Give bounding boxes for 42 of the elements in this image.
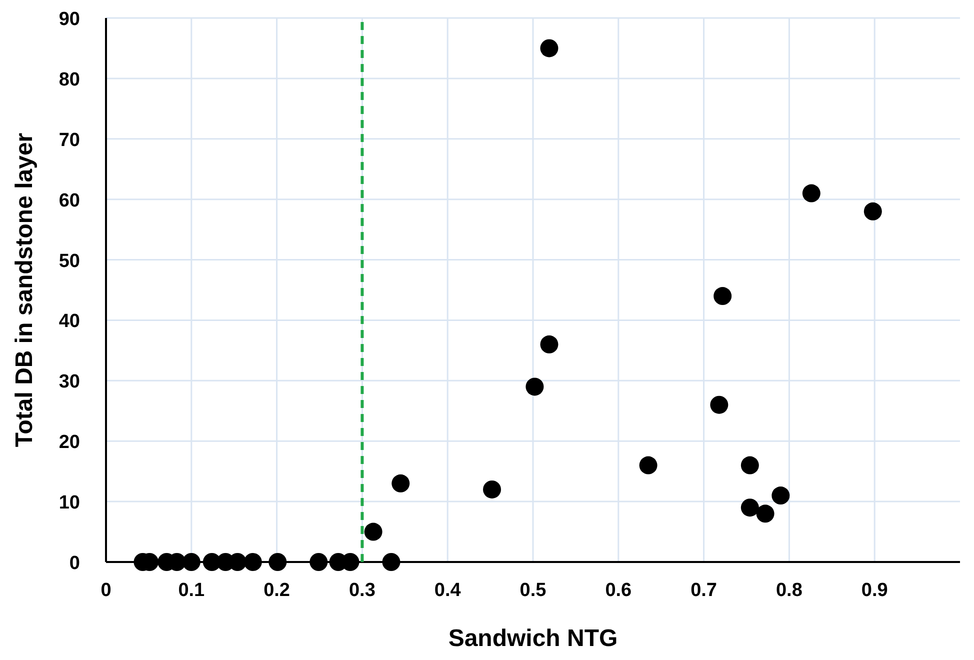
point [740,456,759,474]
y-tick-label: 20 [58,432,80,454]
point [268,553,287,571]
point [526,378,544,396]
point [802,184,820,202]
x-tick-label: 0.7 [690,580,718,601]
point [244,553,262,571]
point [772,486,790,505]
y-tick-label: 90 [58,9,80,30]
point [864,202,882,220]
point [714,287,732,306]
x-axis-title: Sandwich NTG [448,625,618,652]
point [483,480,502,498]
x-tick-label: 0 [100,580,112,601]
y-tick-label: 70 [58,130,80,151]
point [364,522,382,541]
x-tick-label: 0.8 [776,580,802,601]
x-tick-label: 0.2 [264,580,290,601]
y-tick-label: 80 [58,69,80,90]
y-tick-label: 30 [58,372,80,393]
point [710,396,728,414]
point [540,335,558,354]
y-tick-label: 0 [69,553,80,574]
x-tick-label: 0.5 [520,580,547,601]
y-tick-label: 10 [58,492,80,514]
x-tick-label: 0.3 [348,580,376,601]
point [392,474,410,492]
x-tick-label: 0.4 [434,580,462,601]
point [540,39,558,58]
x-tick-label: 0.6 [605,580,632,601]
y-tick-label: 60 [58,190,80,212]
y-tick-label: 40 [58,311,80,332]
y-axis-title: Total DB in sandstone layer [11,132,38,448]
point [639,456,658,474]
point [310,553,328,571]
y-tick-label: 50 [58,250,80,272]
point [756,504,774,523]
point [740,498,759,517]
x-tick-label: 0.9 [861,580,888,601]
x-tick-label: 0.1 [178,580,206,601]
point [182,553,200,571]
point [382,553,400,571]
